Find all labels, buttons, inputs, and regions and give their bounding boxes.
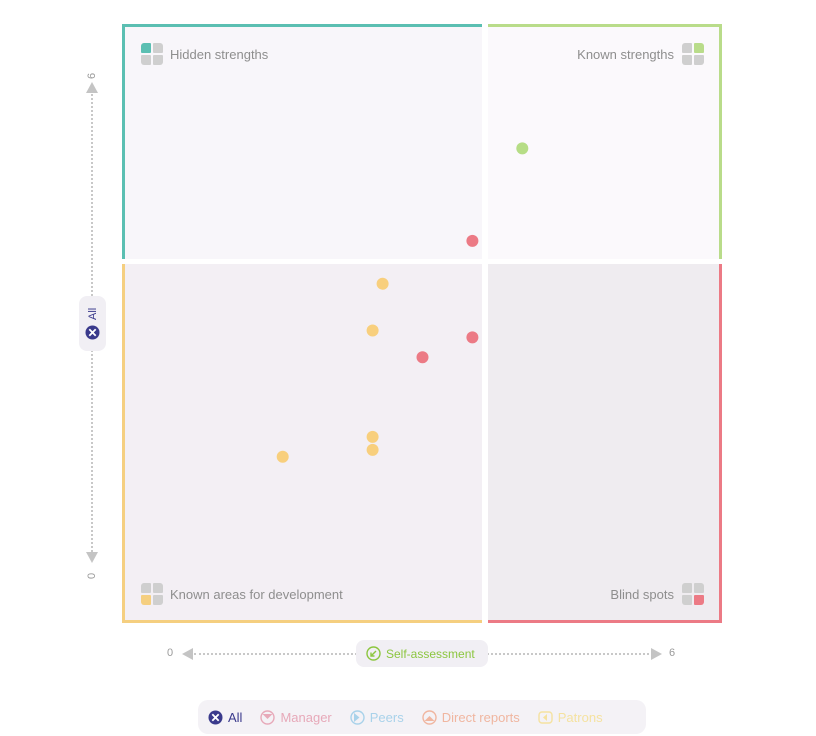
arrow-left-icon	[182, 648, 193, 660]
data-point-known[interactable]	[516, 142, 529, 155]
self-assessment-icon	[366, 646, 381, 661]
quadrant-label-development: Known areas for development	[170, 587, 343, 602]
quadrant-grid-icon	[682, 43, 705, 66]
cross-circle-icon	[208, 710, 223, 724]
legend-item-patrons[interactable]: Patrons	[538, 710, 603, 725]
data-point-development[interactable]	[276, 450, 289, 463]
peers-icon	[350, 709, 365, 725]
quadrant-grid-icon	[141, 583, 164, 606]
manager-icon	[260, 709, 276, 725]
data-point-blind[interactable]	[416, 351, 429, 364]
y-axis-selector[interactable]: All	[79, 296, 106, 351]
quadrant-grid-icon	[141, 43, 164, 66]
data-point-blind[interactable]	[466, 331, 479, 344]
x-axis-label: Self-assessment	[386, 647, 475, 661]
data-point-development[interactable]	[366, 443, 379, 456]
legend-item-direct-reports[interactable]: Direct reports	[422, 710, 520, 725]
legend-label: All	[228, 709, 243, 725]
quadrant-hidden-strengths	[122, 24, 482, 259]
quadrant-blind-spots	[488, 264, 722, 623]
arrow-right-icon	[651, 648, 662, 660]
quadrant-label-blind: Blind spots	[610, 587, 674, 602]
legend-label: Patrons	[557, 709, 603, 725]
legend-label: Manager	[280, 709, 332, 725]
legend-item-manager[interactable]: Manager	[260, 709, 332, 725]
x-axis-selector[interactable]: Self-assessment	[356, 640, 488, 667]
x-min-label: 0	[167, 647, 174, 659]
legend-label: Direct reports	[441, 709, 520, 725]
quadrant-label-hidden: Hidden strengths	[170, 47, 269, 62]
direct-reports-icon	[422, 709, 437, 725]
legend-item-peers[interactable]: Peers	[350, 710, 404, 725]
legend: All Manager Peers Direct reports Patrons	[198, 700, 646, 734]
patrons-icon	[538, 710, 553, 724]
quadrant-known-areas-for-development	[122, 264, 482, 623]
data-point-development[interactable]	[366, 430, 379, 443]
data-point-blind[interactable]	[466, 234, 479, 247]
data-point-development[interactable]	[366, 324, 379, 337]
legend-item-all[interactable]: All	[208, 710, 242, 725]
legend-label: Peers	[369, 709, 404, 725]
quadrant-grid-icon	[682, 583, 705, 606]
quadrant-label-known: Known strengths	[577, 47, 674, 62]
x-max-label: 6	[669, 647, 676, 659]
arrow-down-icon	[86, 552, 98, 563]
arrow-up-icon	[86, 82, 98, 93]
cross-circle-icon	[85, 325, 100, 340]
data-point-development[interactable]	[376, 277, 389, 290]
